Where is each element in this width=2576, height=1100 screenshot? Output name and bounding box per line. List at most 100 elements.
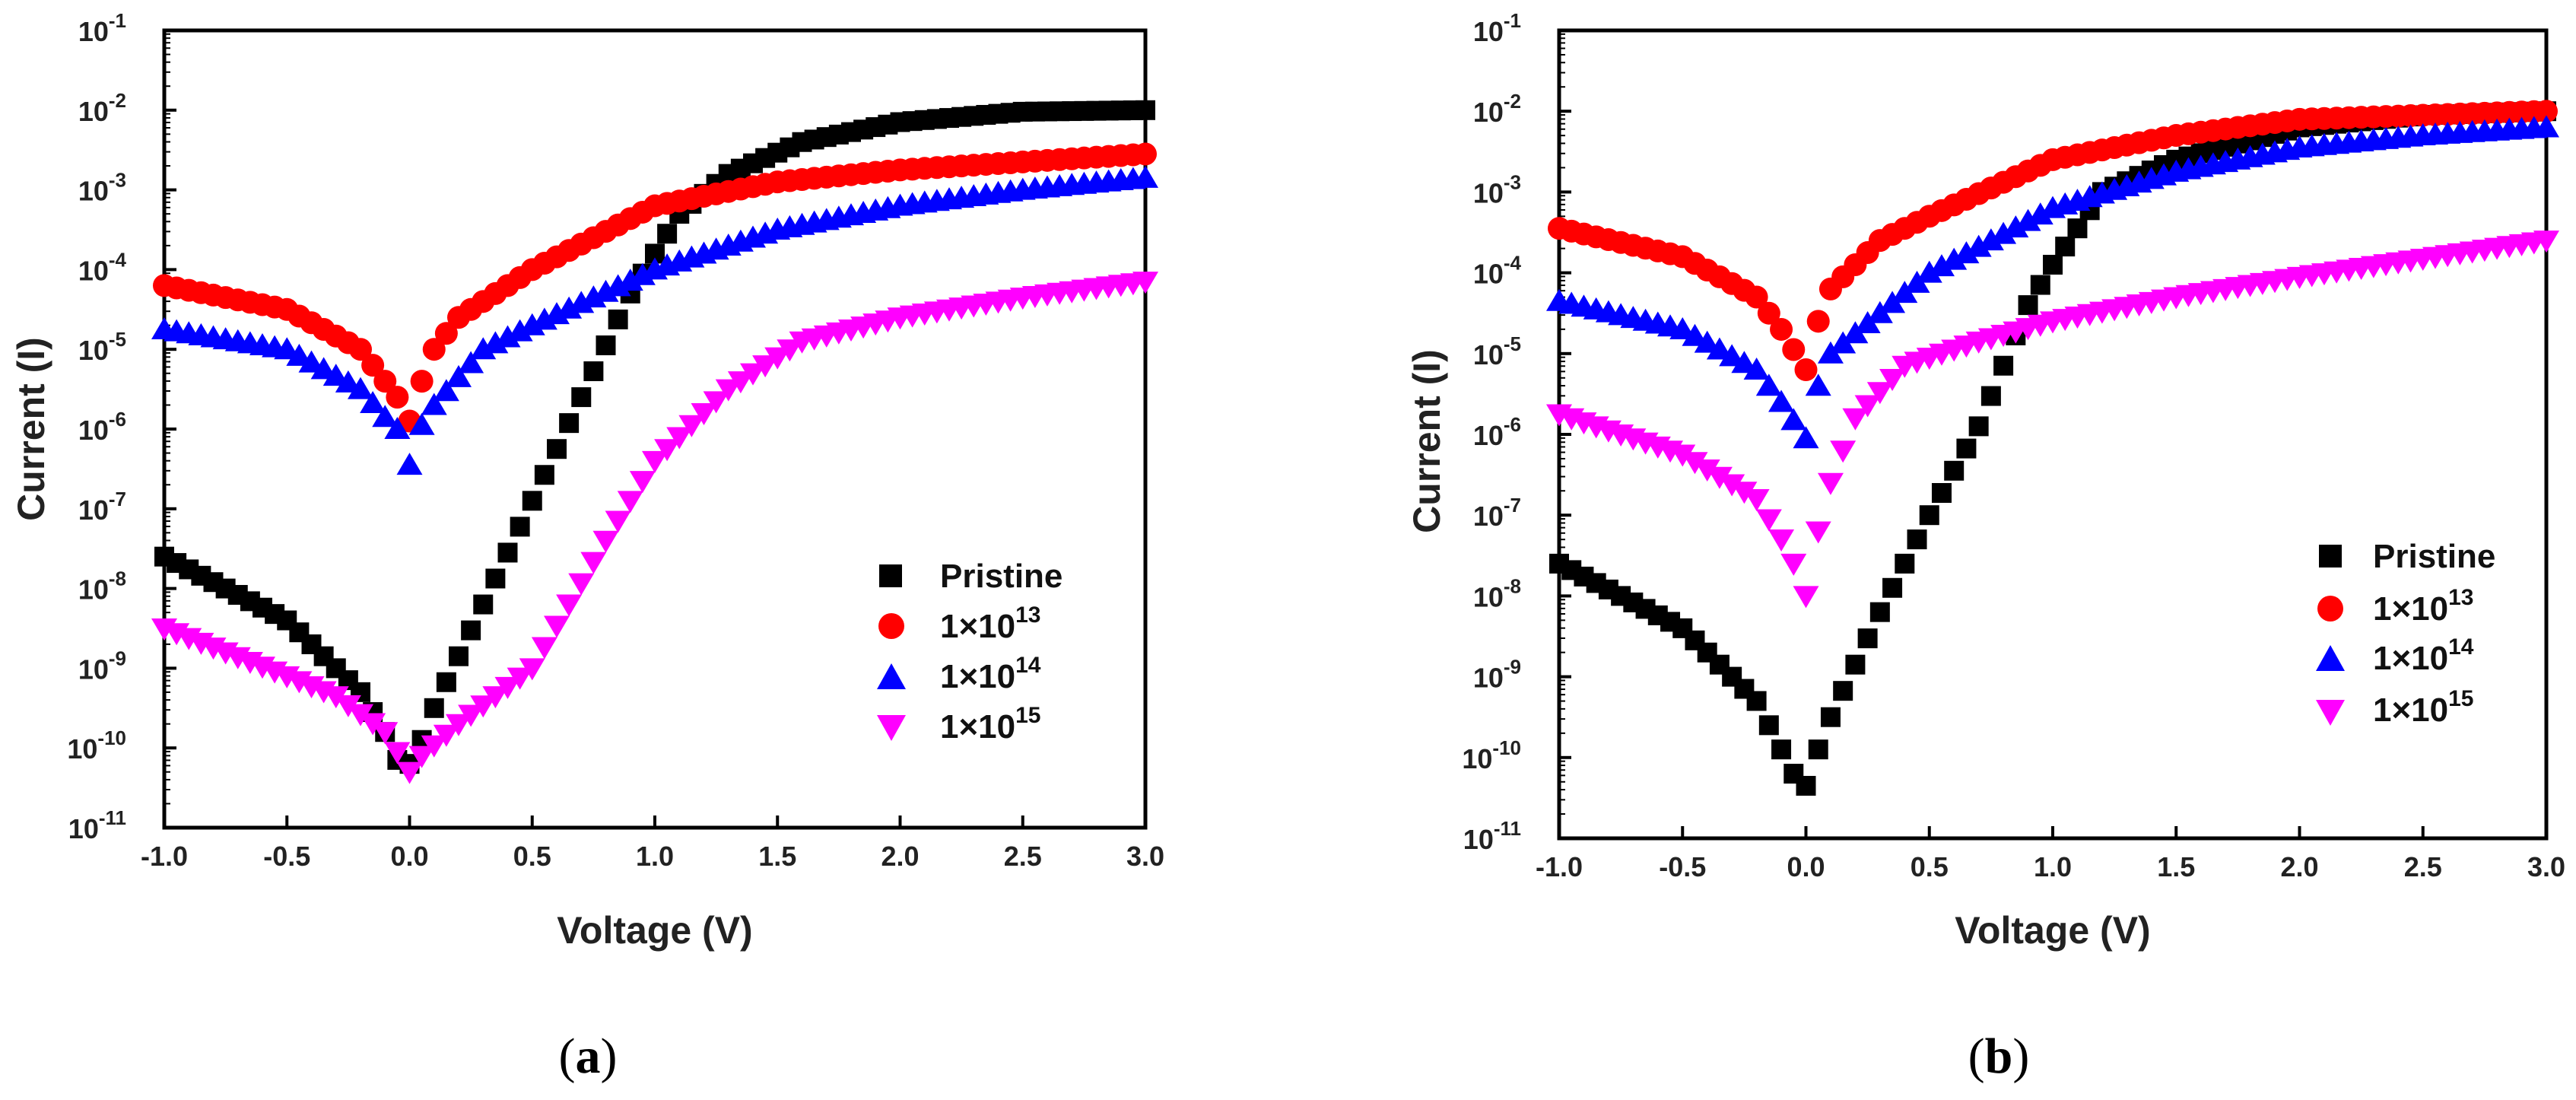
data-point bbox=[617, 269, 643, 291]
data-point bbox=[583, 361, 604, 382]
data-point bbox=[522, 491, 542, 511]
data-point bbox=[449, 646, 469, 666]
data-point bbox=[335, 695, 361, 717]
x-tick-label: 3.0 bbox=[1126, 841, 1164, 872]
data-point bbox=[507, 667, 533, 690]
data-point bbox=[372, 405, 399, 428]
data-point bbox=[1743, 358, 1770, 380]
data-point bbox=[373, 370, 397, 393]
data-point bbox=[384, 417, 411, 439]
data-point bbox=[2030, 275, 2050, 295]
data-point bbox=[349, 338, 372, 361]
data-point bbox=[482, 686, 509, 709]
x-tick-label: -1.0 bbox=[141, 841, 188, 872]
data-point bbox=[510, 517, 530, 537]
panel-caption-a: (a) bbox=[559, 1028, 618, 1084]
data-point bbox=[1993, 355, 2014, 376]
data-point bbox=[1706, 466, 1733, 489]
data-point bbox=[654, 439, 681, 462]
legend: Pristine 1×1013 1×1014 1×1015 bbox=[877, 558, 1062, 746]
data-point bbox=[494, 676, 521, 699]
data-point bbox=[1879, 368, 1906, 391]
data-point bbox=[1770, 317, 1793, 341]
data-point bbox=[1907, 529, 1927, 550]
y-tick-label: 10-2 bbox=[78, 89, 126, 127]
x-tick-label: 3.0 bbox=[2527, 851, 2565, 882]
data-point bbox=[1806, 310, 1830, 333]
legend-marker-1e14 bbox=[2316, 645, 2345, 671]
data-point bbox=[1808, 739, 1828, 760]
y-tick-label: 10-3 bbox=[1473, 170, 1521, 208]
data-point bbox=[1842, 408, 1869, 431]
data-point bbox=[1682, 452, 1708, 475]
data-points bbox=[1546, 100, 2559, 796]
data-point bbox=[1941, 247, 1968, 270]
data-point bbox=[348, 704, 373, 726]
data-point bbox=[519, 658, 545, 681]
data-point bbox=[322, 686, 349, 709]
data-point bbox=[1132, 165, 1158, 188]
y-tick-label: 10-10 bbox=[1462, 736, 1521, 774]
data-point bbox=[1833, 681, 1853, 701]
data-point bbox=[580, 552, 607, 574]
data-point bbox=[384, 742, 411, 765]
data-point bbox=[2533, 230, 2559, 253]
data-point bbox=[1817, 472, 1844, 495]
data-point bbox=[1731, 351, 1758, 374]
panel-caption-b: (b) bbox=[1968, 1028, 2030, 1084]
legend-label-1e13: 1×1013 bbox=[940, 602, 1040, 645]
data-point bbox=[461, 620, 481, 641]
data-point bbox=[408, 746, 435, 768]
data-point bbox=[1780, 408, 1807, 431]
data-point bbox=[752, 355, 779, 378]
data-point bbox=[1866, 382, 1893, 405]
data-point bbox=[2027, 202, 2053, 225]
data-point bbox=[470, 695, 497, 718]
x-tick-label: 2.5 bbox=[1004, 841, 1042, 872]
data-point bbox=[1745, 285, 1768, 309]
data-point bbox=[777, 339, 803, 362]
y-tick-label: 10-2 bbox=[1473, 90, 1521, 128]
data-point bbox=[1830, 440, 1857, 463]
y-tick-label: 10-8 bbox=[1473, 574, 1521, 612]
legend-label-1e14: 1×1014 bbox=[940, 653, 1041, 695]
data-point bbox=[2003, 215, 2029, 238]
data-point bbox=[617, 491, 643, 513]
legend-marker-1e15 bbox=[2316, 700, 2345, 726]
data-point bbox=[421, 393, 447, 415]
data-point bbox=[629, 262, 656, 285]
data-point bbox=[568, 291, 595, 313]
x-tick-label: 2.5 bbox=[2404, 851, 2442, 882]
data-point bbox=[1755, 509, 1782, 532]
data-point bbox=[372, 722, 399, 745]
x-tick-label: -0.5 bbox=[1659, 851, 1706, 882]
data-point bbox=[424, 698, 444, 718]
data-point bbox=[2015, 208, 2041, 231]
data-point bbox=[605, 510, 631, 533]
y-tick-label: 10-11 bbox=[1463, 817, 1521, 855]
data-point bbox=[605, 274, 631, 297]
data-point bbox=[642, 450, 668, 473]
data-point bbox=[2055, 237, 2076, 257]
y-axis-ticks: 10-1 10-2 10-3 10-4 10-5 10-6 10-7 10-8 10-9 10-1… bbox=[67, 9, 176, 844]
y-tick-label: 10-8 bbox=[78, 567, 126, 606]
data-point bbox=[446, 714, 472, 736]
data-point bbox=[629, 471, 656, 494]
y-tick-label: 10-5 bbox=[1473, 332, 1521, 370]
data-point bbox=[1953, 241, 1980, 264]
data-point bbox=[1136, 100, 1155, 120]
data-point bbox=[2533, 115, 2559, 138]
y-tick-label: 10-9 bbox=[1473, 656, 1521, 694]
data-point bbox=[458, 704, 484, 727]
data-point bbox=[1768, 529, 1795, 552]
data-point bbox=[1931, 482, 1952, 503]
x-axis-ticks: -1.0 -0.5 0.0 0.5 1.0 1.5 2.0 2.5 3.0 bbox=[1536, 826, 2565, 882]
data-point bbox=[360, 713, 386, 736]
data-point bbox=[1805, 521, 1831, 544]
y-tick-label: 10-3 bbox=[78, 169, 126, 207]
legend-marker-1e13 bbox=[878, 613, 904, 639]
data-point bbox=[1928, 254, 1955, 277]
data-point bbox=[764, 347, 791, 370]
data-point bbox=[556, 594, 583, 617]
